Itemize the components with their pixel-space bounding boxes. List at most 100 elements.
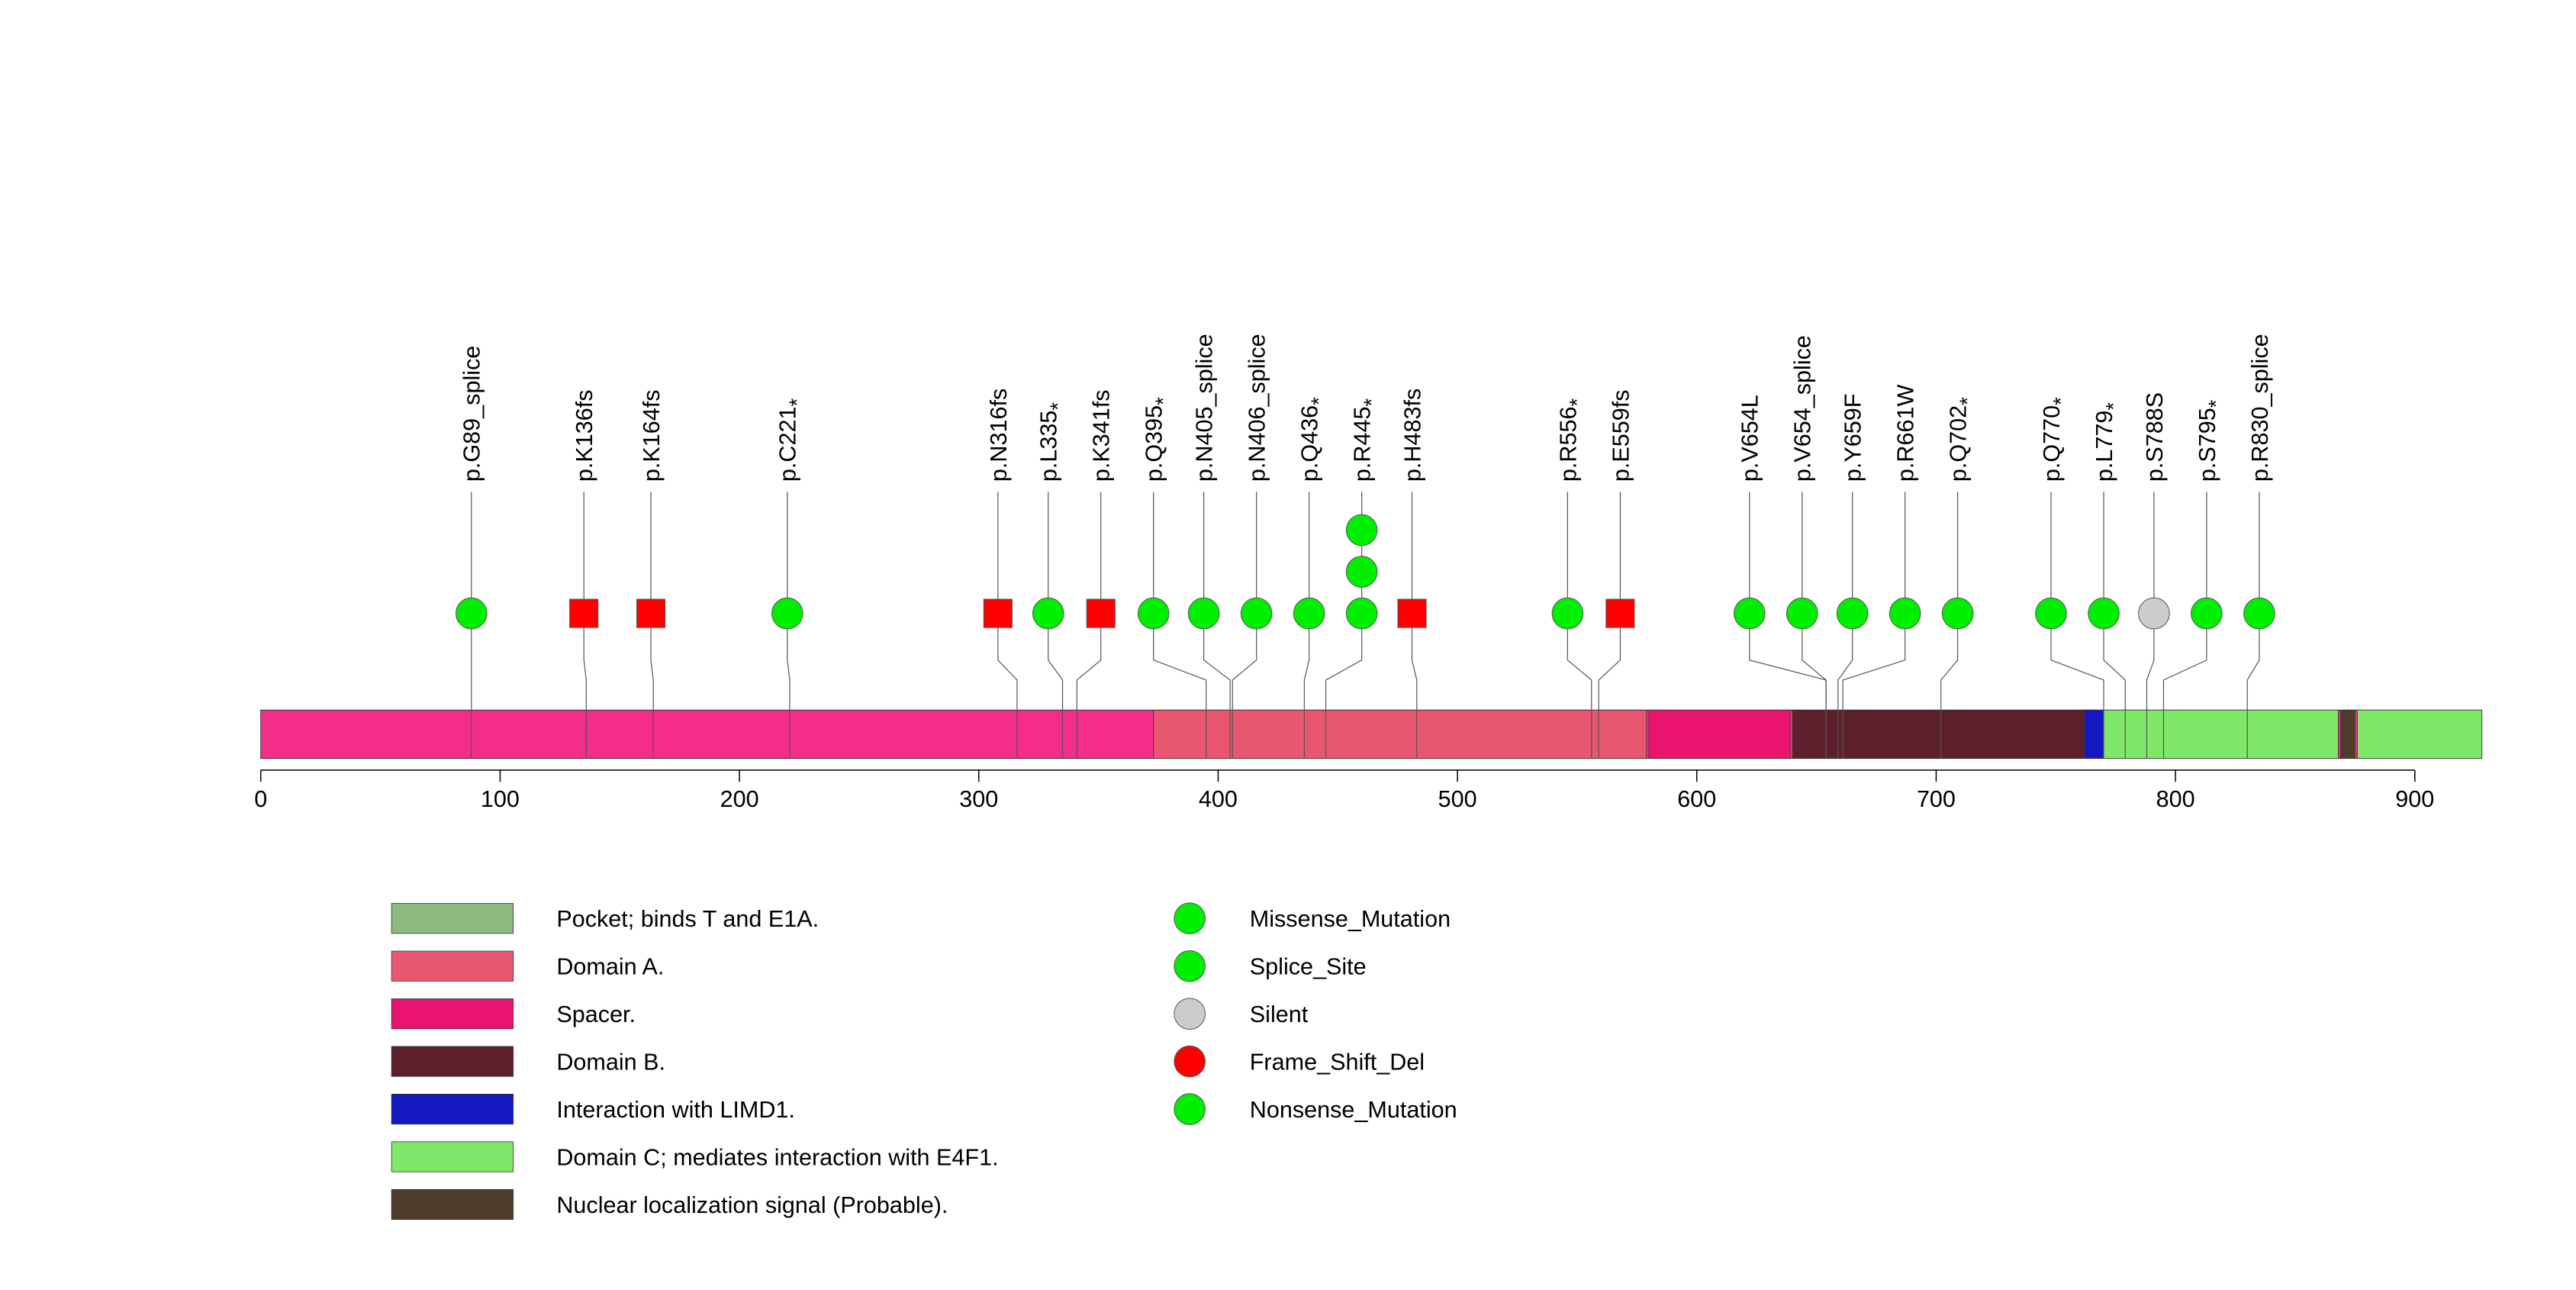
mutation-stem	[650, 492, 654, 759]
mutation-label-group: p.Q770*	[2039, 397, 2072, 482]
mutation-stem	[1598, 492, 1621, 759]
nonsense-star: *	[1046, 402, 1070, 411]
legend-domain-swatch	[391, 1046, 514, 1077]
mutation-label-group: p.Q702*	[1946, 397, 1979, 482]
domain-6	[2357, 709, 2483, 759]
mutation-label-text: p.V654_splice	[1790, 335, 1816, 482]
mutation-marker-circle	[2243, 597, 2275, 630]
mutation-label-text: p.Y659F	[1840, 394, 1866, 482]
legend-mutation-swatch	[1174, 950, 1206, 982]
mutation-label: p.R830_splice	[2247, 334, 2273, 482]
legend-domain-label: Domain A.	[556, 954, 664, 980]
mutation-label-group: p.S795*	[2194, 399, 2228, 482]
mutation-label-group: p.R830_splice	[2247, 334, 2273, 482]
mutation-stem	[2246, 492, 2260, 759]
mutation-label-text: p.N405_splice	[1192, 334, 1218, 482]
mutation-label-text: p.H483fs	[1399, 389, 1425, 482]
mutation-marker-circle	[1785, 597, 1818, 630]
mutation-stem	[1232, 492, 1257, 759]
domain-0	[1153, 709, 1647, 759]
mutation-label-group: p.L779*	[2091, 402, 2125, 482]
mutation-stem	[1048, 492, 1064, 759]
mutation-stem	[787, 492, 791, 759]
mutation-label-text: p.Q702	[1946, 405, 1972, 482]
legend-domain-swatch	[391, 1141, 514, 1172]
mutation-marker-circle	[1889, 597, 1921, 630]
mutation-marker-circle	[1293, 597, 1325, 630]
nonsense-star: *	[1151, 397, 1175, 405]
mutation-marker-circle	[1551, 597, 1584, 630]
mutation-label-group: p.C221*	[775, 398, 809, 482]
mutation-label-group: p.K341fs	[1089, 389, 1115, 482]
mutation-label-text: p.Q436	[1297, 405, 1323, 482]
mutation-marker-circle	[1345, 514, 1378, 547]
mutation-label: p.R661W	[1893, 385, 1919, 482]
legend: Pocket; binds T and E1A. Domain A. Spacer.…	[391, 902, 1457, 1220]
nonsense-star: *	[1306, 397, 1330, 405]
mutation-label-group: p.H483fs	[1399, 389, 1425, 482]
mutation-label: p.N406_splice	[1245, 334, 1270, 482]
mutation-label-group: p.Q395*	[1141, 397, 1175, 482]
mutation-label-text: p.Q395	[1141, 405, 1167, 482]
mutation-label: p.R556*	[1555, 398, 1589, 482]
mutation-label: p.Q436*	[1297, 397, 1331, 482]
mutation-label-text: p.K136fs	[572, 389, 597, 482]
legend-domain-swatch	[391, 903, 514, 934]
mutation-marker-circle	[2088, 597, 2120, 630]
mutation-stem	[583, 492, 587, 759]
nonsense-star: *	[2204, 399, 2228, 408]
axis-tick-label: 700	[1917, 786, 1956, 812]
mutation-marker-circle	[455, 597, 488, 630]
mutation-marker-circle	[1032, 597, 1064, 630]
mutation-label-text: p.R556	[1555, 407, 1581, 482]
mutation-label-group: p.S788S	[2142, 392, 2168, 482]
mutation-stem	[1303, 492, 1310, 759]
mutation-label-group: p.R556*	[1555, 398, 1589, 482]
mutation-label: p.N405_splice	[1192, 334, 1218, 482]
mutation-stem	[1842, 492, 1906, 759]
mutation-stem	[1802, 492, 1827, 759]
mutation-stem	[2050, 492, 2104, 759]
mutation-stem	[1203, 492, 1231, 759]
legend-domain-label: Domain C; mediates interaction with E4F1…	[556, 1144, 998, 1170]
nonsense-star: *	[785, 398, 809, 407]
mutation-label-group: p.Y659F	[1840, 394, 1866, 482]
mutation-marker-square	[1397, 598, 1427, 628]
mutation-markers	[455, 514, 2275, 630]
mutation-label: p.V654L	[1737, 395, 1763, 482]
mutation-label-group: p.K164fs	[639, 389, 665, 482]
mutation-label: p.C221*	[775, 398, 809, 482]
mutation-marker-circle	[1187, 597, 1220, 630]
mutation-marker-square	[569, 598, 599, 628]
domain-5	[2340, 709, 2355, 759]
legend-mutation-label: Frame_Shift_Del	[1250, 1049, 1425, 1075]
mutation-label-text: p.R445	[1350, 407, 1376, 482]
mutation-label-text: p.R661W	[1893, 385, 1919, 482]
mutation-label: p.R445*	[1350, 398, 1383, 482]
mutation-label-group: p.N406_splice	[1245, 334, 1270, 482]
axis-tick-label: 500	[1438, 786, 1477, 812]
axis-tick-label: 800	[2156, 786, 2195, 812]
mutation-marker-square	[1605, 598, 1635, 628]
mutation-label: p.G89_splice	[459, 346, 485, 482]
mutation-label-text: p.K164fs	[639, 389, 665, 482]
mutation-stem	[1411, 492, 1418, 759]
mutation-marker-circle	[2035, 597, 2067, 630]
mutation-label-text: p.K341fs	[1089, 389, 1115, 482]
legend-mutation-label: Silent	[1250, 1001, 1309, 1027]
mutation-label: p.N316fs	[986, 389, 1012, 482]
legend-domain-label: Nuclear localization signal (Probable).	[556, 1192, 948, 1218]
mutation-stem	[997, 492, 1018, 759]
mutation-stem	[1567, 492, 1592, 759]
domain-3	[2084, 709, 2104, 759]
mutation-marker-circle	[1345, 556, 1378, 588]
mutation-label-group: p.K136fs	[572, 389, 597, 482]
legend-mutation-swatch	[1174, 998, 1206, 1030]
mutation-marker-circle	[2191, 597, 2223, 630]
axis-tick-label: 900	[2395, 786, 2434, 812]
mutation-label-text: p.N316fs	[986, 389, 1012, 482]
mutation-label-text: p.E559fs	[1608, 389, 1634, 482]
axis-tick-label: 100	[481, 786, 520, 812]
mutation-label-text: p.S795	[2194, 408, 2220, 482]
